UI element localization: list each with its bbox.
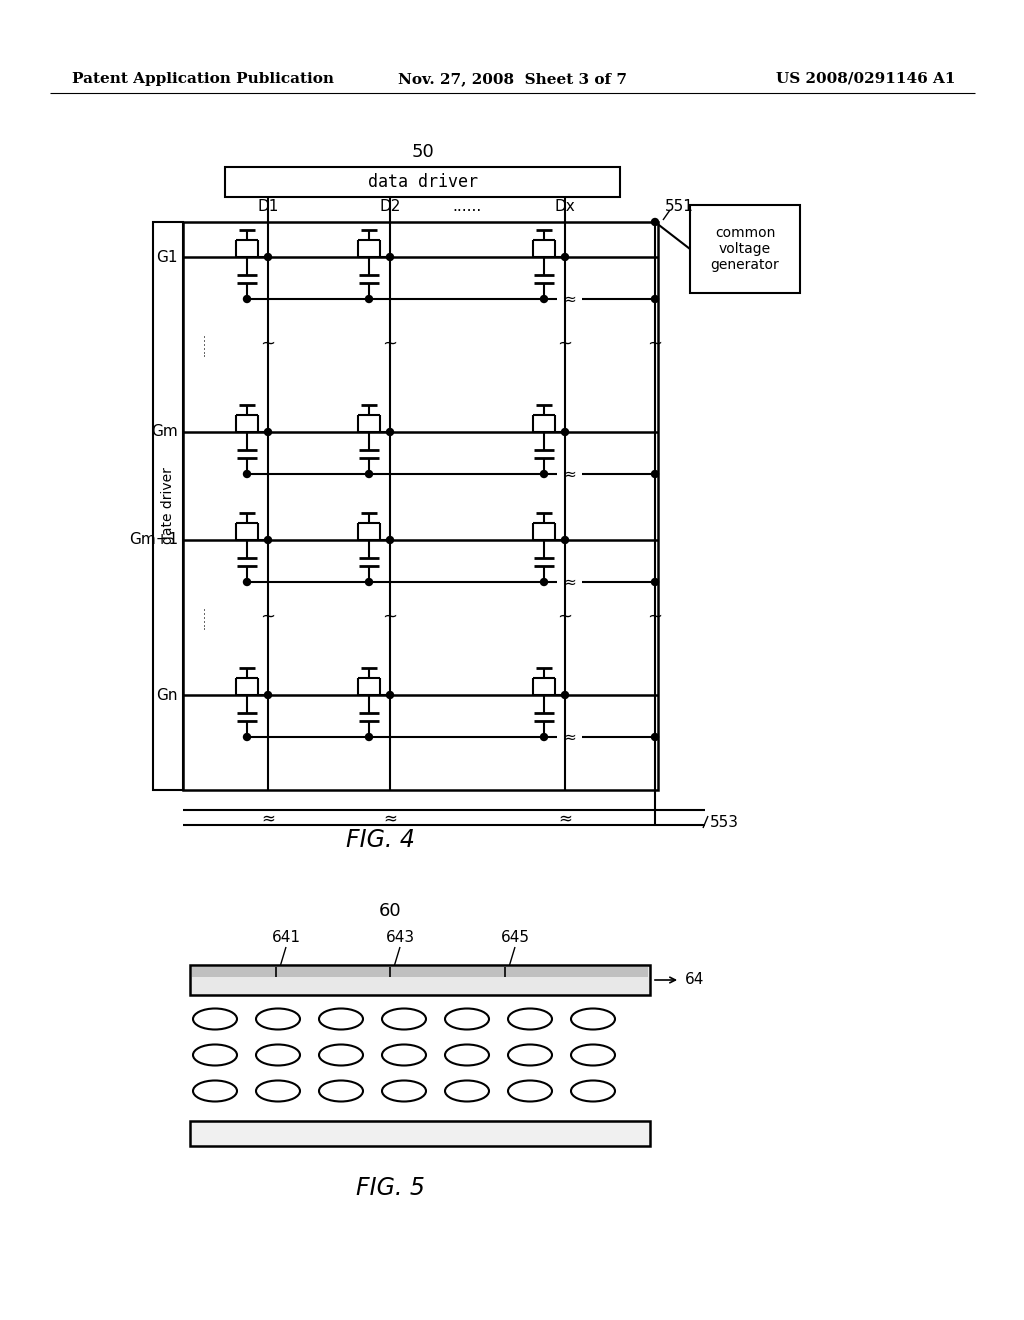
Bar [193,968,648,977]
Text: Dx: Dx [555,199,575,214]
Text: ~: ~ [557,335,572,352]
Circle shape [366,296,373,302]
Bar [225,168,620,197]
Circle shape [651,578,658,586]
Ellipse shape [571,1008,615,1030]
Bar [690,205,800,293]
Text: 50: 50 [411,143,434,161]
Circle shape [264,536,271,544]
Circle shape [386,536,393,544]
Circle shape [264,253,271,260]
Circle shape [541,296,548,302]
Text: ≈: ≈ [383,809,397,828]
Circle shape [244,470,251,478]
Text: data driver: data driver [368,173,477,191]
Text: ≈: ≈ [563,574,577,590]
Text: ......: ...... [453,199,481,214]
Circle shape [541,470,548,478]
Ellipse shape [319,1008,362,1030]
Circle shape [366,734,373,741]
Ellipse shape [256,1008,300,1030]
Text: FIG. 4: FIG. 4 [345,828,415,851]
Text: D1: D1 [257,199,279,214]
Circle shape [366,578,373,586]
Text: 553: 553 [710,814,739,830]
Circle shape [541,578,548,586]
Text: ......: ...... [195,605,208,630]
Text: ≈: ≈ [558,809,572,828]
Circle shape [244,578,251,586]
Text: ~: ~ [647,609,663,626]
Text: US 2008/0291146 A1: US 2008/0291146 A1 [775,73,955,86]
Ellipse shape [193,1081,237,1101]
Bar [190,1121,650,1146]
Text: Gm: Gm [152,425,178,440]
Ellipse shape [445,1008,489,1030]
Circle shape [561,253,568,260]
Ellipse shape [508,1008,552,1030]
Circle shape [651,470,658,478]
Circle shape [561,536,568,544]
Text: Gm+1: Gm+1 [129,532,178,548]
Text: 645: 645 [501,931,529,945]
Text: ≈: ≈ [563,466,577,482]
Bar [183,222,658,789]
Bar [153,222,183,789]
Ellipse shape [508,1044,552,1065]
Text: ~: ~ [260,335,275,352]
Text: 643: 643 [385,931,415,945]
Circle shape [244,296,251,302]
Circle shape [651,219,658,226]
Circle shape [366,470,373,478]
Text: Patent Application Publication: Patent Application Publication [72,73,334,86]
Ellipse shape [193,1044,237,1065]
Ellipse shape [382,1008,426,1030]
Text: ......: ...... [195,333,208,356]
Ellipse shape [382,1044,426,1065]
Text: D2: D2 [379,199,400,214]
Text: ≈: ≈ [563,292,577,306]
Ellipse shape [256,1081,300,1101]
Circle shape [386,692,393,698]
Text: 60: 60 [379,902,401,920]
Text: ~: ~ [382,335,397,352]
Circle shape [386,253,393,260]
Text: Nov. 27, 2008  Sheet 3 of 7: Nov. 27, 2008 Sheet 3 of 7 [397,73,627,86]
Ellipse shape [445,1044,489,1065]
Text: ~: ~ [382,609,397,626]
Circle shape [541,734,548,741]
Ellipse shape [571,1081,615,1101]
Ellipse shape [256,1044,300,1065]
Circle shape [651,734,658,741]
Text: ~: ~ [647,335,663,352]
Ellipse shape [193,1008,237,1030]
Text: 64: 64 [685,973,705,987]
Text: 551: 551 [665,199,694,214]
Bar [190,965,650,995]
Text: ~: ~ [557,609,572,626]
Text: common
voltage
generator: common voltage generator [711,226,779,272]
Circle shape [264,692,271,698]
Text: ~: ~ [260,609,275,626]
Text: G1: G1 [157,249,178,264]
Text: Gn: Gn [157,688,178,702]
Circle shape [561,429,568,436]
Text: 641: 641 [271,931,300,945]
Circle shape [264,429,271,436]
Ellipse shape [319,1044,362,1065]
Circle shape [651,296,658,302]
Text: gate driver: gate driver [161,467,175,544]
Ellipse shape [571,1044,615,1065]
Text: ≈: ≈ [563,730,577,744]
Circle shape [561,692,568,698]
Ellipse shape [319,1081,362,1101]
Ellipse shape [445,1081,489,1101]
Ellipse shape [382,1081,426,1101]
Ellipse shape [508,1081,552,1101]
Text: ≈: ≈ [261,809,274,828]
Text: FIG. 5: FIG. 5 [355,1176,424,1200]
Circle shape [386,429,393,436]
Circle shape [244,734,251,741]
